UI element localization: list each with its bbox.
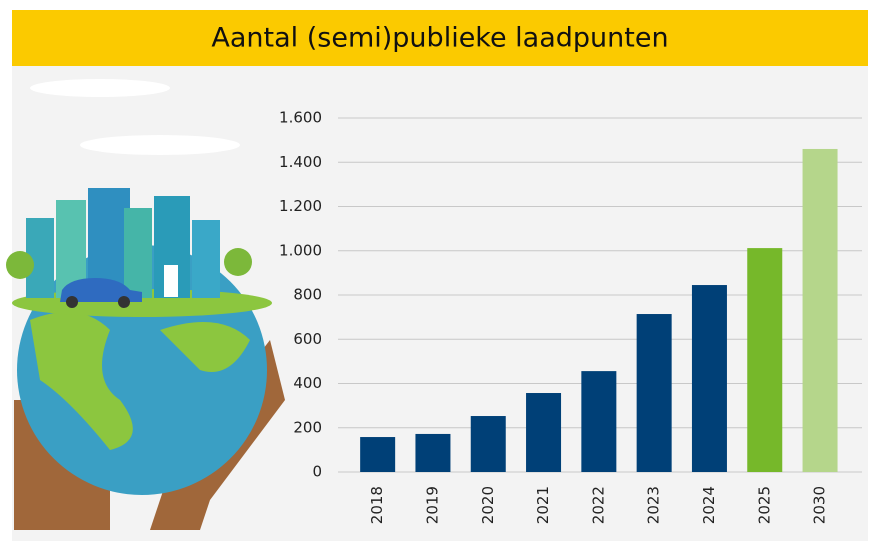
y-tick-label: 1.400 [279,153,322,171]
y-tick-label: 1.000 [279,241,322,259]
y-tick-label: 0 [312,463,322,481]
x-tick-label: 2021 [534,486,552,524]
bar [802,148,838,472]
x-tick-label: 2023 [645,486,663,524]
bar [581,371,617,472]
y-tick-label: 600 [293,330,322,348]
illustration [6,79,285,530]
y-tick-label: 200 [293,418,322,436]
y-tick-label: 1.600 [279,109,322,127]
y-tick-label: 1.200 [279,197,322,215]
bar [415,433,451,472]
title-bar [12,10,868,66]
bar [526,393,562,472]
x-tick-label: 2024 [700,486,718,524]
bar [636,314,672,472]
bar [691,285,727,472]
x-tick-label: 2019 [423,486,441,524]
bar [747,248,783,472]
y-tick-label: 400 [293,374,322,392]
bar [470,416,506,472]
bar [360,437,396,472]
x-tick-label: 2018 [368,486,386,524]
x-tick-label: 2020 [479,486,497,524]
x-tick-label: 2022 [589,486,607,524]
x-tick-label: 2030 [811,486,829,524]
chart-title: Aantal (semi)publieke laadpunten [211,23,668,54]
y-tick-label: 800 [293,286,322,304]
x-tick-label: 2025 [755,486,773,524]
